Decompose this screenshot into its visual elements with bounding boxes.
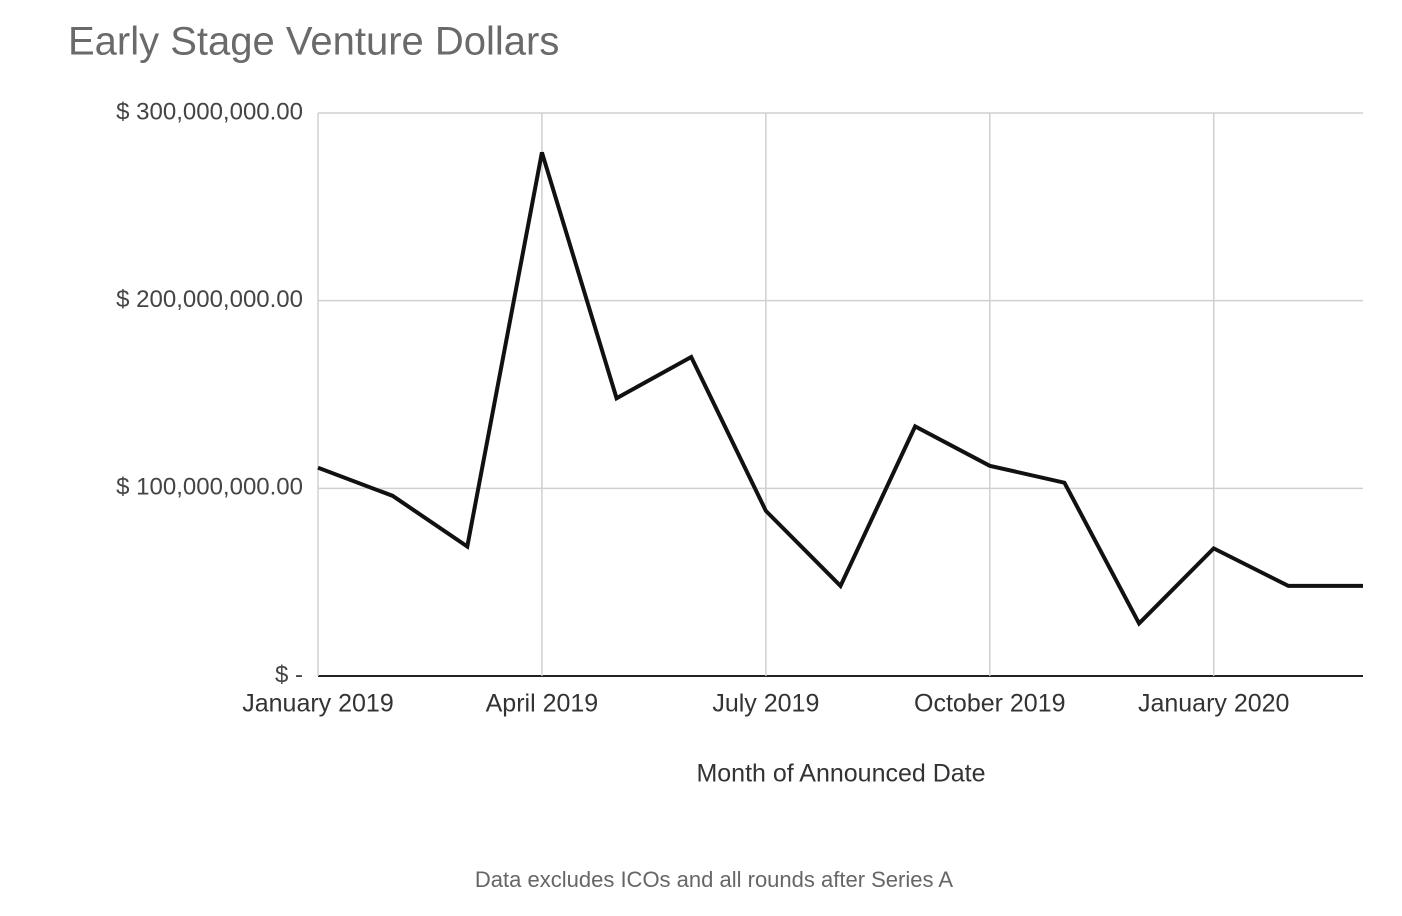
- x-tick-label: October 2019: [914, 690, 1066, 718]
- y-tick-label: $ 100,000,000.00: [116, 474, 303, 501]
- x-tick-label: January 2020: [1138, 690, 1290, 718]
- x-tick-label: April 2019: [486, 690, 599, 718]
- y-tick-label: $ 300,000,000.00: [116, 98, 303, 125]
- y-tick-label: $ 200,000,000.00: [116, 286, 303, 313]
- x-axis-title: Month of Announced Date: [696, 760, 985, 788]
- x-tick-label: January 2019: [242, 690, 394, 718]
- y-tick-label: $ -: [275, 661, 303, 688]
- x-tick-label: July 2019: [712, 690, 819, 718]
- caption: Data excludes ICOs and all rounds after …: [475, 867, 953, 892]
- line: [317, 151, 1363, 627]
- chart-title: Early Stage Venture Dollars: [68, 20, 559, 64]
